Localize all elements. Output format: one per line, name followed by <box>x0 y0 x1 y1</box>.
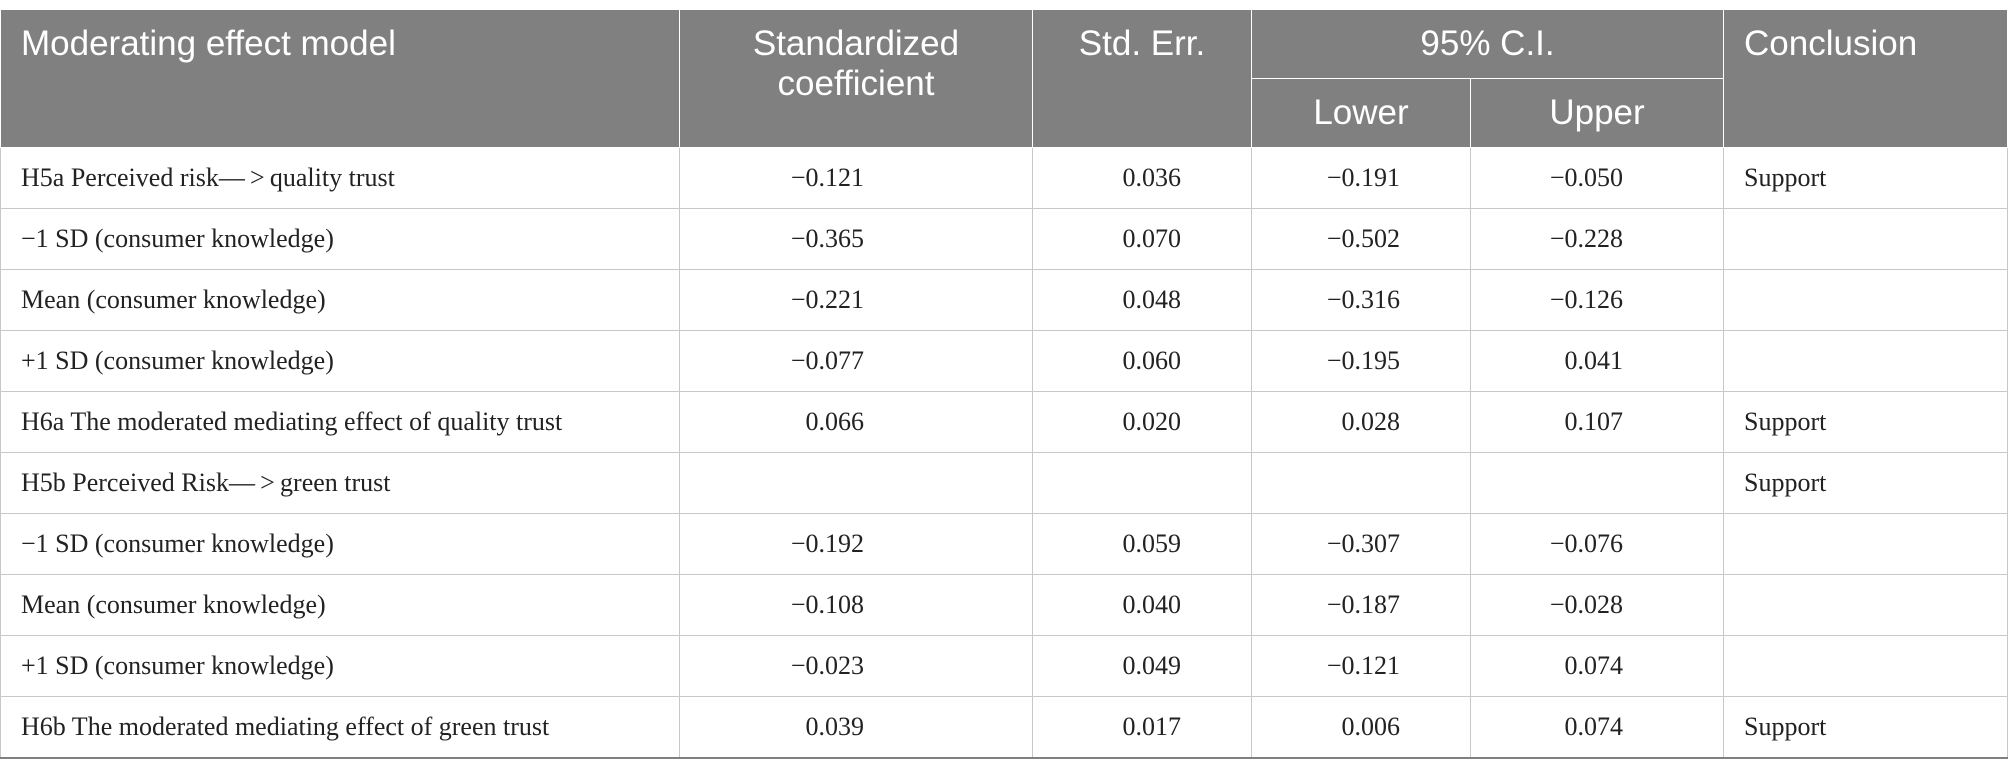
cell-conclusion: Support <box>1723 452 2009 514</box>
cell-coefficient: −0.221 <box>679 269 1033 331</box>
cell-label: H6a The moderated mediating effect of qu… <box>0 391 680 453</box>
cell-coefficient: −0.121 <box>679 147 1033 209</box>
header-coefficient-line2: coefficient <box>777 64 935 103</box>
cell-conclusion <box>1723 269 2009 331</box>
table-row: Mean (consumer knowledge) −0.108 0.040 −0.1… <box>0 574 2009 636</box>
table-row: +1 SD (consumer knowledge) −0.023 0.049 −0.… <box>0 635 2009 697</box>
cell-ci-lower: −0.316 <box>1251 269 1471 331</box>
cell-conclusion: Support <box>1723 696 2009 759</box>
header-ci: 95% C.I. <box>1250 9 1725 79</box>
cell-std-err: 0.070 <box>1032 208 1252 270</box>
cell-coefficient: −0.192 <box>679 513 1033 575</box>
cell-ci-lower: −0.195 <box>1251 330 1471 392</box>
cell-label: Mean (consumer knowledge) <box>0 269 680 331</box>
cell-label: −1 SD (consumer knowledge) <box>0 513 680 575</box>
table-row: H6a The moderated mediating effect of qu… <box>0 391 2009 453</box>
cell-conclusion <box>1723 208 2009 270</box>
cell-conclusion: Support <box>1723 391 2009 453</box>
cell-label: H5b Perceived Risk— > green trust <box>0 452 680 514</box>
cell-label: +1 SD (consumer knowledge) <box>0 635 680 697</box>
table-row: H5a Perceived risk— > quality trust −0.12… <box>0 147 2009 209</box>
cell-coefficient: 0.039 <box>679 696 1033 759</box>
cell-ci-lower: 0.028 <box>1251 391 1471 453</box>
cell-ci-upper: 0.041 <box>1469 330 1725 392</box>
cell-ci-lower <box>1251 452 1471 514</box>
cell-conclusion: Support <box>1723 147 2009 209</box>
cell-ci-lower: −0.121 <box>1251 635 1471 697</box>
cell-label: H6b The moderated mediating effect of gr… <box>0 696 680 759</box>
cell-ci-lower: 0.006 <box>1251 696 1471 759</box>
cell-conclusion <box>1723 574 2009 636</box>
cell-coefficient: −0.077 <box>679 330 1033 392</box>
header-conclusion: Conclusion <box>1723 9 2009 148</box>
cell-ci-upper: −0.126 <box>1469 269 1725 331</box>
cell-ci-upper <box>1469 452 1725 514</box>
cell-ci-upper: 0.074 <box>1469 635 1725 697</box>
cell-ci-lower: −0.307 <box>1251 513 1471 575</box>
cell-label: +1 SD (consumer knowledge) <box>0 330 680 392</box>
cell-ci-upper: −0.076 <box>1469 513 1725 575</box>
cell-ci-lower: −0.502 <box>1251 208 1471 270</box>
header-coefficient: Standardized coefficient <box>679 9 1033 148</box>
cell-ci-upper: −0.028 <box>1469 574 1725 636</box>
cell-std-err: 0.017 <box>1032 696 1252 759</box>
cell-coefficient: −0.108 <box>679 574 1033 636</box>
table-row: Mean (consumer knowledge) −0.221 0.048 −0.3… <box>0 269 2009 331</box>
header-coefficient-line1: Standardized <box>752 24 960 63</box>
table-row: −1 SD (consumer knowledge) −0.192 0.059 −0.… <box>0 513 2009 575</box>
cell-conclusion <box>1723 635 2009 697</box>
cell-std-err: 0.020 <box>1032 391 1252 453</box>
cell-ci-upper: −0.228 <box>1469 208 1725 270</box>
cell-std-err <box>1032 452 1252 514</box>
cell-coefficient <box>679 452 1033 514</box>
cell-std-err: 0.060 <box>1032 330 1252 392</box>
header-ci-upper: Upper <box>1469 78 1725 148</box>
cell-std-err: 0.049 <box>1032 635 1252 697</box>
cell-ci-upper: 0.107 <box>1469 391 1725 453</box>
cell-coefficient: −0.365 <box>679 208 1033 270</box>
header-model: Moderating effect model <box>0 9 680 148</box>
cell-label: H5a Perceived risk— > quality trust <box>0 147 680 209</box>
cell-coefficient: −0.023 <box>679 635 1033 697</box>
table-row: +1 SD (consumer knowledge) −0.077 0.060 −0.… <box>0 330 2009 392</box>
cell-conclusion <box>1723 330 2009 392</box>
cell-label: −1 SD (consumer knowledge) <box>0 208 680 270</box>
table-header: Moderating effect model Standardized coe… <box>0 9 2009 148</box>
cell-std-err: 0.048 <box>1032 269 1252 331</box>
cell-coefficient: 0.066 <box>679 391 1033 453</box>
cell-std-err: 0.059 <box>1032 513 1252 575</box>
cell-conclusion <box>1723 513 2009 575</box>
cell-ci-lower: −0.191 <box>1251 147 1471 209</box>
table-row: H6b The moderated mediating effect of gr… <box>0 696 2009 759</box>
cell-std-err: 0.036 <box>1032 147 1252 209</box>
table-row: H5b Perceived Risk— > green trust Support <box>0 452 2009 514</box>
cell-label: Mean (consumer knowledge) <box>0 574 680 636</box>
table-row: −1 SD (consumer knowledge) −0.365 0.070 −0.… <box>0 208 2009 270</box>
table-body: H5a Perceived risk— > quality trust −0.12… <box>0 147 2009 759</box>
cell-std-err: 0.040 <box>1032 574 1252 636</box>
cell-ci-upper: 0.074 <box>1469 696 1725 759</box>
header-ci-lower: Lower <box>1251 78 1471 148</box>
cell-ci-lower: −0.187 <box>1251 574 1471 636</box>
results-table: Moderating effect model Standardized coe… <box>0 9 2009 759</box>
cell-ci-upper: −0.050 <box>1469 147 1725 209</box>
header-std-err: Std. Err. <box>1032 9 1252 148</box>
